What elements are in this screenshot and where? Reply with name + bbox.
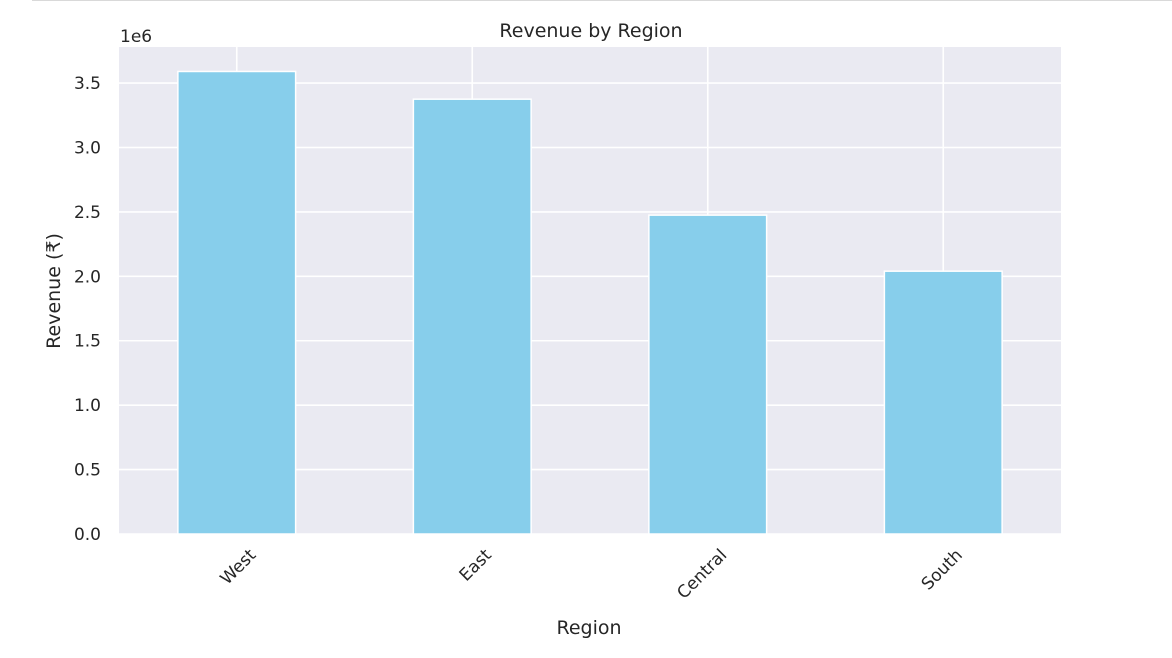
- y-tick-labels: 0.0 0.5 1.0 1.5 2.0 2.5 3.0 3.5: [74, 74, 101, 545]
- y-offset-label: 1e6: [120, 27, 152, 47]
- x-tick-label: East: [456, 545, 496, 585]
- notebook-cell-border: [32, 0, 1172, 1]
- x-tick-label: West: [217, 545, 261, 589]
- x-axis-label: Region: [556, 617, 621, 639]
- y-tick-label: 3.0: [74, 138, 101, 158]
- bars: [177, 70, 1003, 535]
- x-tick-label: South: [918, 545, 967, 594]
- y-axis-label: Revenue (₹): [43, 233, 65, 349]
- y-tick-label: 0.0: [74, 525, 101, 545]
- y-tick-label: 3.5: [74, 74, 101, 94]
- chart-title: Revenue by Region: [499, 20, 682, 42]
- y-tick-label: 0.5: [74, 461, 101, 481]
- y-tick-label: 1.0: [74, 396, 101, 416]
- y-tick-label: 2.0: [74, 267, 101, 287]
- bar-east: [412, 98, 532, 535]
- bar-south: [883, 270, 1003, 535]
- bar-central: [648, 214, 768, 535]
- y-tick-label: 1.5: [74, 332, 101, 352]
- y-tick-label: 2.5: [74, 203, 101, 223]
- x-tick-label: Central: [673, 545, 731, 603]
- bar-west: [177, 70, 297, 535]
- x-tick-labels: West East Central South: [217, 545, 967, 603]
